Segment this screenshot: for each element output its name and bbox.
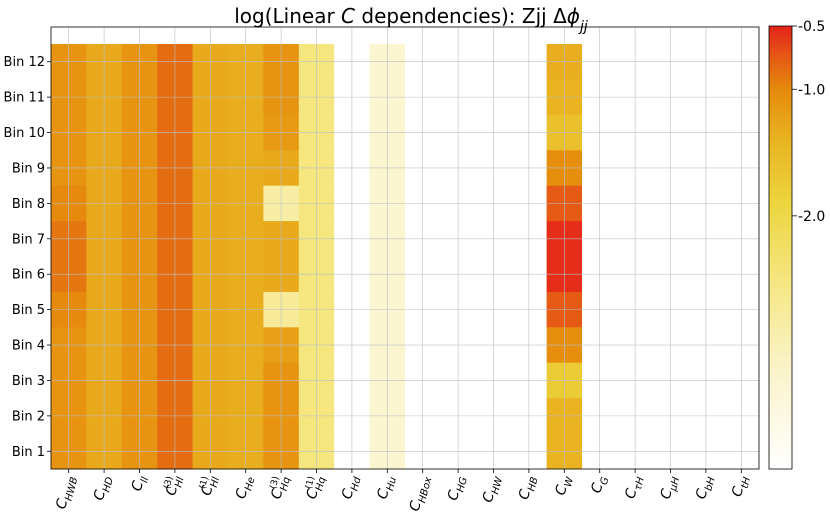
y-tick-label: Bin 5 [12, 303, 45, 318]
x-tick-label: CHu [375, 474, 399, 502]
svg-text:CHW: CHW [480, 473, 506, 505]
svg-text:(3): (3) [269, 475, 282, 490]
chart-title: log(Linear C dependencies): Zjj Δϕjj [234, 4, 588, 35]
x-tick-label: CHq(3) [268, 474, 292, 502]
svg-text:CτH: CτH [622, 473, 647, 501]
svg-text:CtH: CtH [729, 473, 753, 499]
x-tick-label: CτH [622, 473, 647, 501]
svg-text:CHd: CHd [339, 473, 364, 501]
y-tick-label: Bin 1 [12, 445, 45, 460]
colorbar-ticks: -0.5 -1.0 -2.0 [792, 19, 825, 225]
svg-text:CHe: CHe [233, 474, 257, 502]
y-tick-label: Bin 12 [4, 55, 45, 70]
y-tick-label: Bin 7 [12, 232, 45, 247]
colorbar-tick-label: -1.0 [798, 82, 825, 98]
y-tick-label: Bin 4 [12, 339, 45, 354]
svg-text:CHBox: CHBox [407, 474, 435, 514]
colorbar [768, 25, 793, 470]
colorbar-tick-label: -0.5 [798, 19, 825, 35]
y-axis-labels: Bin 12 Bin 11 Bin 10 Bin 9 Bin 8 Bin 7 Bin 6 Bi… [4, 55, 51, 460]
x-axis-labels: CHWB CHD CllCHl(3)CHl(1)CHeCHq(3)CHq(1)CHd… [53, 469, 753, 514]
x-tick-label: CHBox [407, 474, 435, 514]
plot-frame [50, 26, 760, 470]
x-tick-label: CHG [445, 474, 470, 503]
svg-text:CμH: CμH [658, 473, 683, 501]
x-tick-label: CHl(3) [163, 474, 187, 499]
svg-text:CG: CG [589, 474, 612, 496]
svg-text:Cll: Cll [129, 474, 151, 494]
x-tick-label: CtH [729, 473, 753, 499]
y-tick-label: Bin 10 [4, 126, 45, 141]
y-tick-label: Bin 8 [12, 197, 45, 212]
svg-text:CHl: CHl [163, 474, 187, 499]
svg-text:CHu: CHu [375, 474, 399, 502]
x-tick-label: CμH [658, 473, 683, 501]
y-tick-label: Bin 2 [12, 409, 45, 424]
x-tick-label: CHWB [53, 474, 80, 512]
svg-text:CHB: CHB [516, 474, 541, 502]
svg-text:CHD: CHD [91, 474, 116, 503]
y-tick-label: Bin 11 [4, 91, 45, 106]
y-tick-label: Bin 6 [12, 268, 45, 283]
svg-text:CHG: CHG [445, 474, 470, 503]
svg-text:CHWB: CHWB [53, 474, 80, 512]
svg-text:CHq: CHq [304, 474, 328, 502]
x-tick-label: CHe [233, 474, 257, 502]
svg-text:(3): (3) [163, 475, 176, 490]
svg-text:CbH: CbH [693, 473, 718, 501]
svg-text:(1): (1) [198, 475, 211, 490]
heatmap-grid [51, 27, 759, 469]
svg-text:(1): (1) [304, 475, 317, 490]
svg-text:CW: CW [553, 473, 577, 498]
svg-text:CHl: CHl [199, 474, 223, 499]
y-tick-label: Bin 9 [12, 161, 45, 176]
x-tick-label: CHW [480, 473, 506, 505]
x-tick-label: CG [589, 474, 612, 496]
x-tick-label: CW [553, 473, 577, 498]
x-tick-label: CHl(1) [198, 474, 223, 499]
x-tick-label: Cll [129, 474, 151, 494]
svg-text:CHq: CHq [268, 474, 292, 502]
x-tick-label: CHq(1) [304, 474, 328, 502]
colorbar-tick-label: -2.0 [798, 209, 825, 225]
x-tick-label: CHD [91, 474, 116, 503]
x-tick-label: CHd [339, 473, 364, 501]
y-tick-label: Bin 3 [12, 374, 45, 389]
heatmap-cells [51, 44, 760, 470]
x-tick-label: CHB [516, 474, 541, 502]
x-tick-label: CbH [693, 473, 718, 501]
